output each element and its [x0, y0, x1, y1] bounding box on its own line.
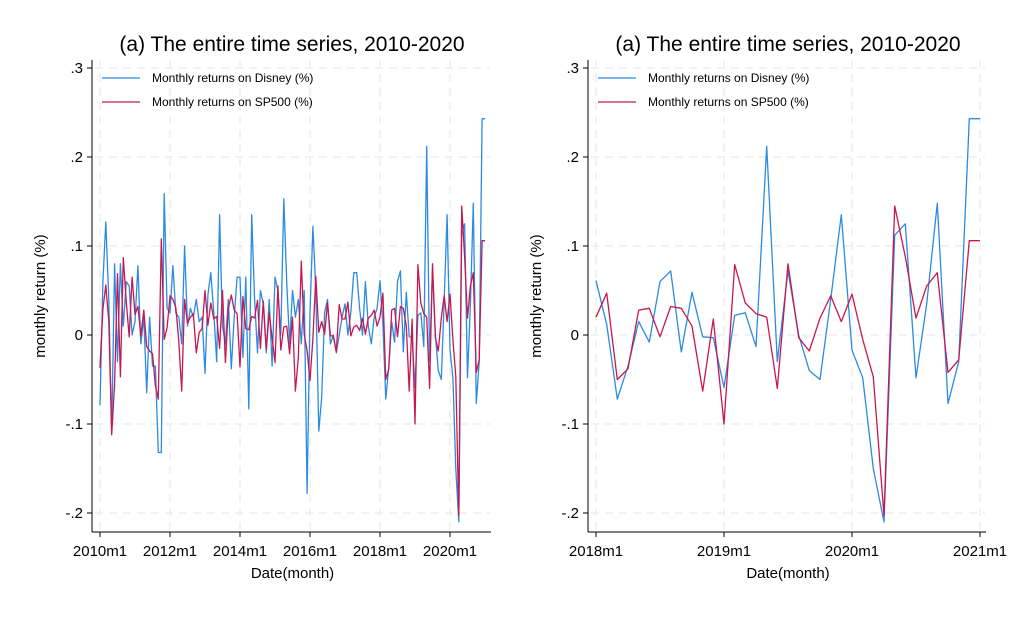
x-axis-label: Date(month)	[251, 565, 334, 582]
legend-label-disney: Monthly returns on Disney (%)	[152, 71, 313, 85]
x-tick-label: 2012m1	[143, 543, 197, 560]
y-tick-label: 0	[571, 327, 579, 344]
legend-label-disney: Monthly returns on Disney (%)	[648, 71, 809, 85]
x-tick-label: 2020m1	[825, 543, 879, 560]
x-tick-label: 2018m1	[569, 543, 623, 560]
x-tick-label: 2018m1	[353, 543, 407, 560]
x-tick-label: 2016m1	[283, 543, 337, 560]
y-tick-label: -.2	[561, 505, 579, 522]
x-tick-label: 2021m1	[953, 543, 1007, 560]
panel-left: (a) The entire time series, 2010-2020 .3.…	[32, 33, 491, 582]
x-tick-label: 2020m1	[423, 543, 477, 560]
x-tick-label: 2010m1	[73, 543, 127, 560]
series-line-sp500	[99, 205, 485, 517]
chart-title: (a) The entire time series, 2010-2020	[119, 33, 464, 56]
y-axis-label: monthly return (%)	[528, 234, 545, 357]
chart-title: (a) The entire time series, 2010-2020	[615, 33, 960, 56]
y-tick-label: -.2	[65, 505, 83, 522]
y-tick-label: .3	[566, 60, 579, 77]
x-tick-label: 2014m1	[213, 543, 267, 560]
series-line-disney	[99, 118, 485, 523]
y-axis-label: monthly return (%)	[32, 234, 49, 357]
y-tick-label: .1	[566, 238, 579, 255]
panel-right: (a) The entire time series, 2010-2020 .3.…	[528, 33, 1007, 582]
y-tick-label: -.1	[561, 416, 579, 433]
y-tick-label: .3	[70, 60, 83, 77]
y-tick-label: -.1	[65, 416, 83, 433]
y-tick-label: .1	[70, 238, 83, 255]
legend-label-sp500: Monthly returns on SP500 (%)	[152, 95, 313, 109]
y-tick-label: .2	[70, 149, 83, 166]
x-axis-label: Date(month)	[746, 565, 829, 582]
y-tick-label: .2	[566, 149, 579, 166]
legend-label-sp500: Monthly returns on SP500 (%)	[648, 95, 809, 109]
y-tick-label: 0	[75, 327, 83, 344]
x-tick-label: 2019m1	[697, 543, 751, 560]
series-line-sp500	[595, 205, 980, 517]
